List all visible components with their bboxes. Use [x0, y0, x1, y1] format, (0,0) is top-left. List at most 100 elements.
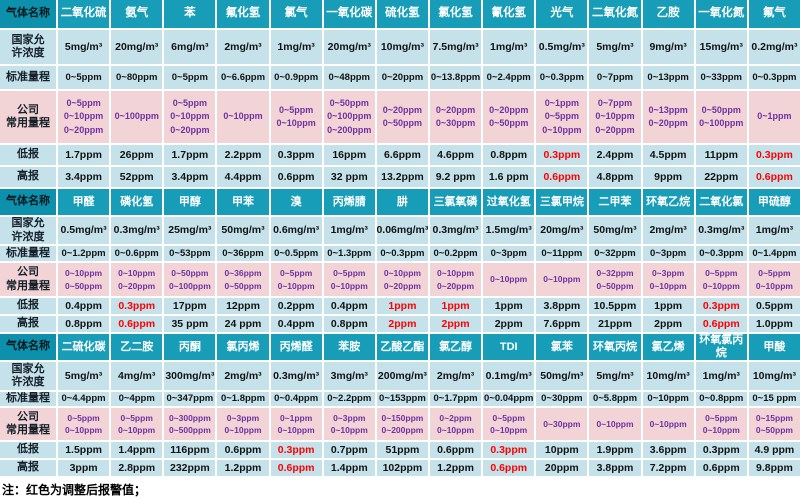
standard-range-value: 0~5.8ppm — [589, 392, 641, 406]
high-alarm-value: 0.6ppm — [111, 316, 163, 332]
gas-name-header: 二氧化氮 — [589, 0, 641, 28]
company-range-value: 0~15ppm 0~50ppm — [748, 408, 800, 440]
gas-name-header: 甲醛 — [58, 189, 110, 215]
company-range-value: 0~32ppm 0~50ppm — [589, 263, 641, 296]
standard-range-value: 0~1.4ppm — [748, 246, 800, 261]
company-range-value: 0~5ppm 0~10ppm — [483, 408, 535, 440]
national-limit-value: 0.5mg/m³ — [58, 217, 110, 244]
national-limit-value: 1mg/m³ — [748, 217, 800, 244]
standard-range-value: 0~80ppm — [111, 66, 163, 89]
national-limit-value: 50mg/m³ — [536, 362, 588, 390]
row-label: 国家允 许浓度 — [0, 362, 56, 390]
company-range-value: 0~50ppm 0~100ppm — [164, 263, 216, 296]
gas-name-header: 氰化氢 — [483, 0, 535, 28]
high-alarm-value: 35 ppm — [164, 316, 216, 332]
company-range-value: 0~10ppm — [642, 408, 694, 440]
gas-name-header: 硫化氢 — [376, 0, 428, 28]
low-alarm-value: 6.6ppm — [376, 145, 428, 165]
standard-range-value: 0~13ppm — [642, 66, 694, 89]
gas-name-header: 甲醇 — [164, 189, 216, 215]
high-alarm-value: 3.4ppm — [58, 167, 110, 187]
national-limit-value: 0.2mg/m³ — [748, 30, 800, 64]
company-range-value: 0~5ppm 0~10ppm — [748, 263, 800, 296]
national-limit-value: 5mg/m³ — [58, 30, 110, 64]
low-alarm-value: 0.4ppm — [58, 298, 110, 314]
company-range-value: 0~10ppm 0~20ppm — [111, 263, 163, 296]
row-label: 国家允 许浓度 — [0, 217, 56, 244]
gas-name-header: 氯丙烯 — [217, 334, 269, 360]
company-range-value: 0~5ppm 0~10ppm 0~20ppm — [164, 91, 216, 143]
high-alarm-value: 7.6ppm — [536, 316, 588, 332]
national-limit-value: 10mg/m³ — [642, 362, 694, 390]
gas-name-header: 二硫化碳 — [58, 334, 110, 360]
company-range-value: 0~3ppm 0~10ppm — [217, 408, 269, 440]
national-limit-value: 300mg/m³ — [164, 362, 216, 390]
national-limit-value: 7.5mg/m³ — [429, 30, 482, 64]
low-alarm-value: 1.7ppm — [58, 145, 110, 165]
standard-range-value: 0~0.04ppm — [483, 392, 535, 406]
standard-range-value: 0~32ppm — [589, 246, 641, 261]
low-alarm-value: 1ppm — [483, 298, 535, 314]
national-limit-value: 0.3mg/m³ — [270, 362, 322, 390]
company-range-value: 0~1ppm 0~5ppm 0~10ppm — [536, 91, 588, 143]
company-range-value: 0~5ppm 0~10ppm 0~20ppm — [58, 91, 110, 143]
high-alarm-value: 1.6 ppm — [483, 167, 535, 187]
gas-name-header: 氯苯 — [536, 334, 588, 360]
row-label: 低报 — [0, 298, 56, 314]
row-label: 气体名称 — [0, 189, 56, 215]
national-limit-value: 5mg/m³ — [589, 362, 641, 390]
company-range-value: 0~5ppm 0~10ppm — [111, 408, 163, 440]
high-alarm-value: 4.4ppm — [217, 167, 269, 187]
high-alarm-value: 9.2 ppm — [429, 167, 482, 187]
standard-range-value: 0~5ppm — [58, 66, 110, 89]
row-label: 高报 — [0, 316, 56, 332]
high-alarm-value: 0.6ppm — [695, 316, 747, 332]
low-alarm-value: 0.6ppm — [429, 442, 482, 458]
standard-range-value: 0~4ppm — [111, 392, 163, 406]
high-alarm-value: 9.8ppm — [748, 460, 800, 476]
low-alarm-value: 17ppm — [164, 298, 216, 314]
high-alarm-value: 0.8ppm — [323, 316, 375, 332]
low-alarm-value: 0.3ppm — [270, 145, 322, 165]
standard-range-value: 0~2.2ppm — [323, 392, 375, 406]
low-alarm-value: 0.4ppm — [323, 298, 375, 314]
high-alarm-value: 2ppm — [642, 316, 694, 332]
company-range-value: 0~50ppm 0~100ppm — [695, 91, 747, 143]
high-alarm-value: 24 ppm — [217, 316, 269, 332]
national-limit-value: 2mg/m³ — [217, 362, 269, 390]
national-limit-value: 15mg/m³ — [695, 30, 747, 64]
gas-name-header: 氯乙醇 — [429, 334, 482, 360]
company-range-value: 0~5ppm 0~10ppm — [695, 263, 747, 296]
standard-range-value: 0~0.8ppm — [695, 392, 747, 406]
gas-name-header: 一氧化碳 — [323, 0, 375, 28]
standard-range-value: 0~53ppm — [164, 246, 216, 261]
high-alarm-value: 1.4ppm — [323, 460, 375, 476]
standard-range-value: 0~20ppm — [376, 66, 428, 89]
low-alarm-value: 4.5ppm — [642, 145, 694, 165]
low-alarm-value: 0.7ppm — [323, 442, 375, 458]
gas-table-block: 气体名称 二氧化硫 氨气苯氟化氢 氯气 一氧化碳 硫化氢 氯化氢 氰化氢 光气 二氧化氮 乙胺 一氧化… — [0, 0, 800, 187]
high-alarm-value: 3.4ppm — [164, 167, 216, 187]
standard-range-value: 0~13.8ppm — [429, 66, 482, 89]
national-limit-value: 2mg/m³ — [429, 362, 482, 390]
low-alarm-value: 1.9ppm — [589, 442, 641, 458]
national-limit-value: 25mg/m³ — [164, 217, 216, 244]
gas-name-header: 氟化氢 — [217, 0, 269, 28]
low-alarm-value: 2.4ppm — [589, 145, 641, 165]
national-limit-value: 9mg/m³ — [642, 30, 694, 64]
national-limit-value: 20mg/m³ — [536, 217, 588, 244]
low-alarm-value: 1ppm — [642, 298, 694, 314]
high-alarm-value: 1.0ppm — [748, 316, 800, 332]
company-range-value: 0~100ppm — [111, 91, 163, 143]
company-range-value: 0~10ppm — [483, 263, 535, 296]
row-label: 气体名称 — [0, 0, 56, 28]
standard-range-value: 0~2.4ppm — [483, 66, 535, 89]
gas-name-header: 苯胺 — [323, 334, 375, 360]
company-range-value: 0~10ppm 0~20ppm — [429, 263, 482, 296]
row-label: 标准量程 — [0, 392, 56, 406]
gas-name-header: 氟气 — [748, 0, 800, 28]
row-label: 国家允 许浓度 — [0, 30, 56, 64]
low-alarm-value: 0.3ppm — [748, 145, 800, 165]
low-alarm-value: 116ppm — [164, 442, 216, 458]
